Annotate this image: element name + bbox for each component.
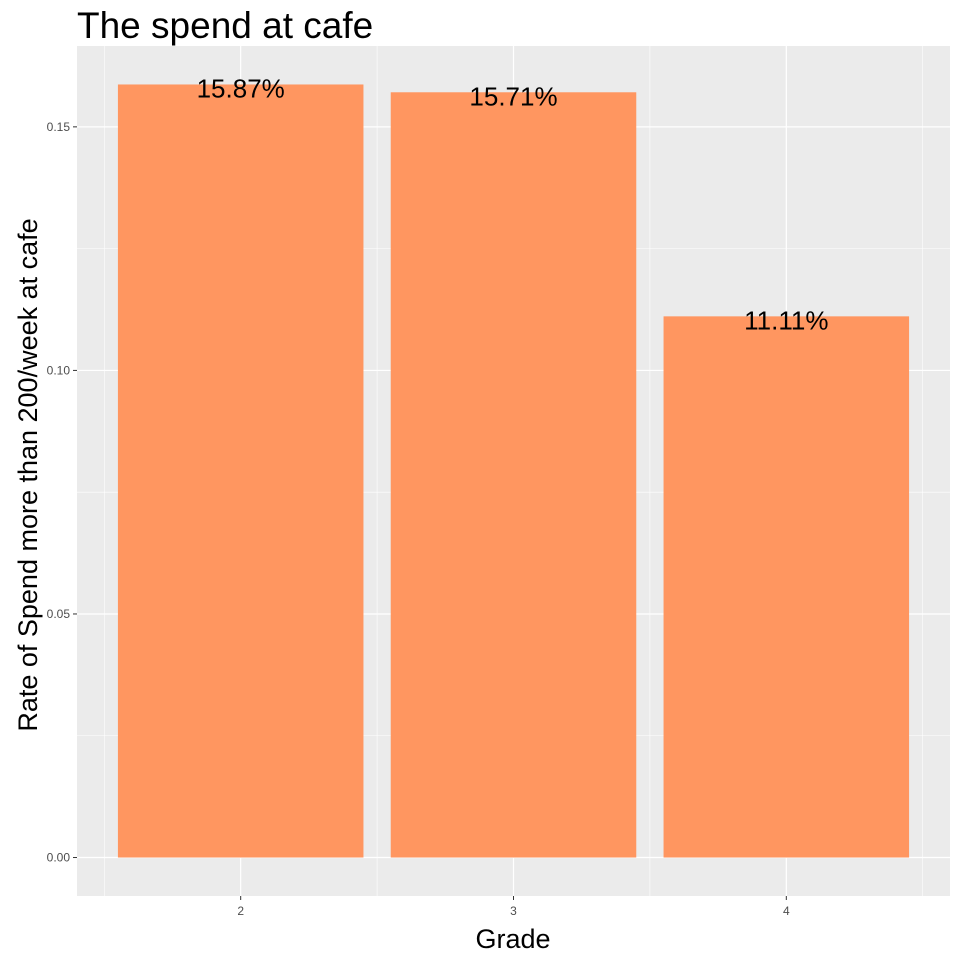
y-axis-title: Rate of Spend more than 200/week at cafe	[13, 218, 43, 731]
y-tick-label: 0.15	[47, 120, 71, 134]
chart-title: The spend at cafe	[77, 5, 373, 46]
data-label: 11.11%	[744, 305, 828, 335]
y-tick-label: 0.05	[47, 607, 71, 621]
x-tick-label: 3	[510, 904, 517, 918]
x-axis-ticks: 2 3 4	[237, 896, 790, 918]
y-tick-label: 0.00	[47, 851, 71, 865]
y-tick-label: 0.10	[47, 363, 71, 377]
data-label: 15.71%	[469, 81, 557, 111]
bar-grade-4	[663, 316, 910, 858]
x-tick-label: 4	[783, 904, 790, 918]
bars	[117, 84, 910, 858]
x-tick-label: 2	[237, 904, 244, 918]
bar-grade-2	[117, 84, 364, 858]
data-labels: 15.87% 15.71% 11.11%	[197, 73, 829, 335]
bar-grade-3	[390, 92, 637, 858]
x-axis-title: Grade	[475, 924, 550, 954]
y-axis-ticks: 0.00 0.05 0.10 0.15	[47, 120, 77, 865]
data-label: 15.87%	[197, 73, 285, 103]
